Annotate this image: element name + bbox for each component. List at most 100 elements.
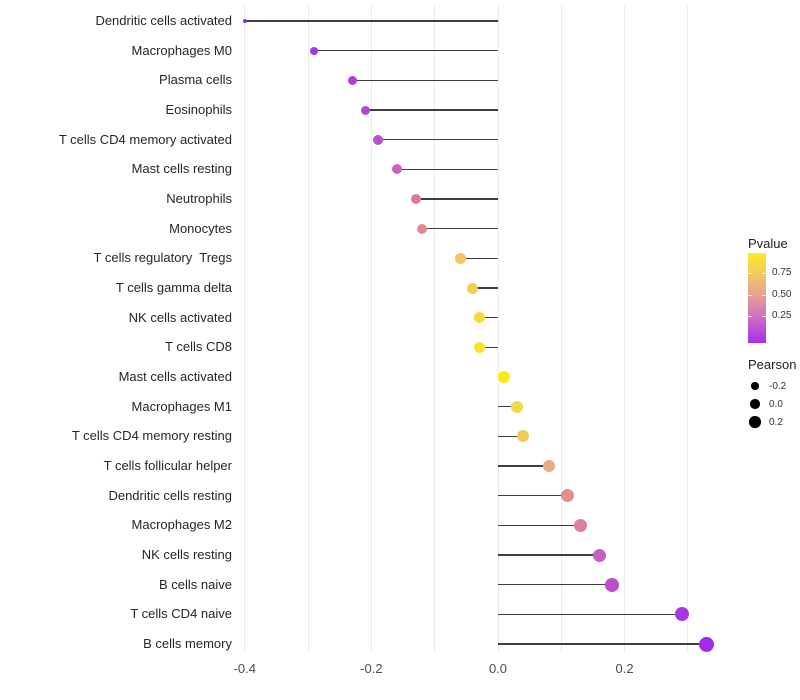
- pearson-legend-item: 0.0: [748, 395, 783, 413]
- pearson-dot-box: [748, 399, 762, 409]
- row-label: T cells gamma delta: [115, 280, 232, 295]
- lollipop-stem: [498, 524, 581, 527]
- row-label: Macrophages M0: [131, 42, 232, 58]
- lollipop-dot: [592, 548, 606, 562]
- row-label: T cells CD8: [165, 339, 232, 355]
- pearson-legend-item: -0.2: [748, 377, 786, 395]
- pearson-legend-label: 0.0: [769, 398, 783, 410]
- colorbar-tick-mark: [762, 273, 766, 274]
- row-label: Dendritic cells resting: [108, 487, 232, 503]
- pvalue-legend-title: Pvalue: [748, 236, 788, 251]
- pvalue-tick-025: 0.25: [772, 310, 792, 321]
- lollipop-dot: [410, 194, 421, 204]
- row-label: Macrophages M1: [131, 398, 232, 414]
- row-label: B cells memory: [143, 636, 232, 651]
- row-label: Dendritic cells activated: [95, 13, 232, 28]
- lollipop-stem: [479, 346, 498, 349]
- lollipop-dot: [510, 400, 523, 413]
- lollipop-stem: [498, 613, 682, 616]
- pearson-legend-dot: [749, 416, 761, 428]
- lollipop-dot: [454, 252, 466, 264]
- gridline: [497, 5, 499, 653]
- gridline: [307, 5, 309, 653]
- lollipop-stem: [498, 435, 524, 438]
- lollipop-stem: [314, 49, 498, 52]
- pvalue-tick-050: 0.50: [772, 289, 792, 300]
- lollipop-stem: [498, 643, 707, 645]
- legend: Pvalue 0.75 0.50 0.25 Pearson -0.2 0.0 0.2: [740, 236, 800, 446]
- lollipop-dot: [517, 430, 530, 443]
- gridline: [624, 5, 626, 653]
- lollipop-stem: [479, 316, 498, 319]
- lollipop-dot: [372, 134, 383, 145]
- row-label: NK cells activated: [128, 309, 232, 325]
- x-axis-tick-label: 0.2: [615, 661, 634, 676]
- lollipop-stem: [498, 554, 600, 556]
- colorbar-tick-mark: [762, 316, 766, 317]
- lollipop-dot: [360, 105, 370, 115]
- row-label: Neutrophils: [166, 191, 232, 206]
- lollipop-stem: [472, 287, 498, 289]
- lollipop-stem: [377, 138, 498, 141]
- lollipop-stem: [460, 257, 498, 260]
- gridline: [560, 5, 562, 653]
- colorbar-tick-mark: [748, 273, 752, 274]
- lollipop-dot: [473, 312, 485, 324]
- lollipop-stem: [244, 20, 498, 22]
- pearson-legend-dot: [750, 399, 760, 409]
- lollipop-dot: [699, 636, 715, 652]
- lollipop-dot: [242, 19, 247, 23]
- lollipop-stem: [422, 227, 498, 230]
- row-label: T cells CD4 memory resting: [71, 428, 232, 444]
- pearson-dot-box: [748, 416, 762, 428]
- row-label: Monocytes: [169, 220, 232, 236]
- lollipop-dot: [310, 46, 319, 55]
- lollipop-dot: [604, 577, 619, 592]
- lollipop-stem: [396, 168, 498, 171]
- row-label: T cells CD4 naive: [130, 606, 232, 622]
- pearson-legend-label: 0.2: [769, 416, 783, 428]
- lollipop-stem: [415, 198, 498, 200]
- row-label: B cells naive: [159, 576, 232, 592]
- gridline: [687, 5, 689, 653]
- row-label: T cells regulatory Tregs: [93, 250, 232, 266]
- pearson-legend-dot: [751, 382, 759, 390]
- pvalue-tick-075: 0.75: [772, 267, 792, 278]
- pearson-legend-label: -0.2: [769, 380, 787, 392]
- row-label: T cells follicular helper: [103, 458, 232, 473]
- lollipop-dot: [467, 282, 479, 294]
- gridline: [370, 5, 372, 653]
- lollipop-dot: [473, 341, 485, 353]
- lollipop-stem: [352, 79, 498, 82]
- row-label: Plasma cells: [159, 72, 232, 88]
- row-label: Mast cells resting: [131, 161, 232, 177]
- row-label: Eosinophils: [165, 102, 233, 117]
- lollipop-dot: [417, 223, 428, 234]
- lollipop-stem: [498, 465, 549, 467]
- pearson-dot-box: [748, 382, 762, 390]
- x-axis-tick-label: 0.0: [488, 661, 508, 676]
- lollipop-stem: [498, 405, 517, 408]
- lollipop-stem: [498, 494, 568, 497]
- lollipop-dot: [573, 518, 587, 532]
- lollipop-dot: [674, 607, 689, 622]
- gridline: [434, 5, 436, 653]
- colorbar-tick-mark: [748, 295, 752, 296]
- x-axis-tick-label: -0.4: [233, 661, 256, 676]
- x-axis-tick-label: -0.2: [360, 661, 383, 676]
- row-label: T cells CD4 memory activated: [58, 131, 232, 147]
- pearson-legend-title: Pearson: [748, 357, 797, 372]
- lollipop-dot: [498, 371, 511, 383]
- lollipop-dot: [561, 489, 575, 503]
- row-label: NK cells resting: [141, 547, 232, 562]
- lollipop-dot: [347, 75, 357, 85]
- lollipop-dot: [391, 164, 402, 175]
- lollipop-stem: [365, 109, 498, 111]
- colorbar-tick-mark: [762, 295, 766, 296]
- pvalue-colorbar: [748, 253, 766, 343]
- colorbar-tick-mark: [748, 316, 752, 317]
- row-label: Macrophages M2: [131, 517, 232, 533]
- lollipop-dot: [542, 460, 555, 472]
- lollipop-stem: [498, 583, 612, 586]
